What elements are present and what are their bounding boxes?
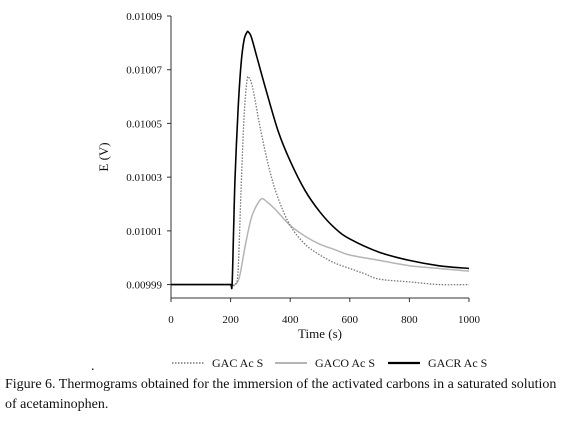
x-tick-label: 200 bbox=[222, 314, 239, 326]
legend-label-gacr-ac-s: GACR Ac S bbox=[428, 356, 487, 370]
y-tick-label: 0.01003 bbox=[126, 172, 162, 184]
series-line-gac-ac-s bbox=[171, 75, 470, 287]
x-axis-label: Time (s) bbox=[298, 326, 342, 341]
x-tick-label: 400 bbox=[282, 314, 299, 326]
y-axis-label: E (V) bbox=[96, 142, 111, 171]
chart-axes bbox=[170, 16, 469, 299]
x-tick-label: 1000 bbox=[458, 314, 481, 326]
series-line-gaco-ac-s bbox=[171, 197, 470, 286]
x-tick-label: 800 bbox=[401, 314, 418, 326]
legend-label-gac-ac-s: GAC Ac S bbox=[212, 356, 263, 370]
chart-svg: 0 200 400 600 800 1000 0.00999 0.01001 0.01003 0.… bbox=[91, 11, 487, 374]
y-tick-label: 0.01001 bbox=[126, 226, 162, 238]
series-line-gacr-ac-s bbox=[171, 30, 470, 290]
chart-legend: GAC Ac S GACO Ac S GACR Ac S bbox=[172, 356, 487, 370]
chart-lines bbox=[171, 30, 470, 290]
y-tick-label: 0.01009 bbox=[126, 11, 162, 23]
legend-label-gaco-ac-s: GACO Ac S bbox=[315, 356, 375, 370]
y-tick-label: 0.01005 bbox=[126, 118, 162, 130]
x-tick-label: 0 bbox=[168, 314, 174, 326]
x-tick-label: 600 bbox=[342, 314, 359, 326]
chart-ticks: 0 200 400 600 800 1000 0.00999 0.01001 0.01003 0.… bbox=[126, 11, 480, 326]
figure-caption: Figure 6. Thermograms obtained for the i… bbox=[5, 377, 557, 412]
stray-mark: . bbox=[91, 359, 95, 374]
y-tick-label: 0.01007 bbox=[126, 65, 162, 77]
y-tick-label: 0.00999 bbox=[126, 280, 162, 292]
